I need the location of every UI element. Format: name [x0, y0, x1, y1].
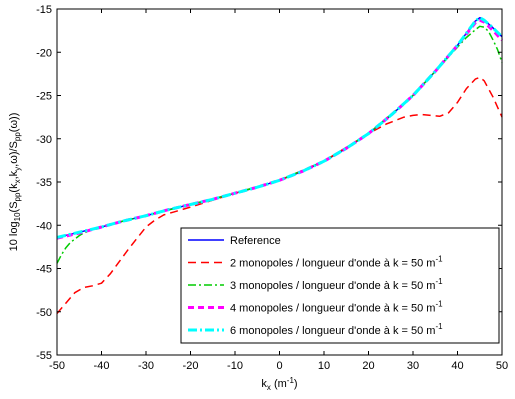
x-tick-label: -20 [183, 360, 199, 372]
y-tick-label: -40 [36, 220, 52, 232]
x-axis-label-part: (m [271, 378, 287, 390]
y-tick-label: -50 [36, 307, 52, 319]
y-tick-label: -55 [36, 350, 52, 362]
y-axis-label-part: 10 log [8, 221, 20, 251]
y-axis-label-part: (S [8, 201, 20, 212]
x-tick-label: 20 [362, 360, 374, 372]
legend-label: Reference [230, 235, 281, 247]
x-tick-label: 30 [407, 360, 419, 372]
x-tick-label: 0 [276, 360, 282, 372]
y-tick-label: -30 [36, 134, 52, 146]
x-tick-label: -10 [227, 360, 243, 372]
legend: Reference 2 monopoles / longueur d'onde à… [181, 228, 499, 343]
x-tick-label: -40 [94, 360, 110, 372]
x-axis-label-part: ) [294, 378, 298, 390]
y-tick-label: -20 [36, 47, 52, 59]
legend-label: 2 monopoles / longueur d'onde à k = 50 m… [230, 255, 443, 270]
y-axis-label-part: ,ω)/S [8, 141, 20, 167]
y-axis-label-part: (ω)) [8, 113, 20, 133]
y-tick-label: -45 [36, 264, 52, 276]
x-tick-label: 50 [496, 360, 508, 372]
y-tick-label: -35 [36, 177, 52, 189]
x-tick-label: 40 [451, 360, 463, 372]
legend-label: 4 monopoles / longueur d'onde à k = 50 m… [230, 300, 443, 315]
legend-label: 6 monopoles / longueur d'onde à k = 50 m… [230, 322, 443, 337]
x-tick-label: 10 [318, 360, 330, 372]
x-tick-label: -30 [138, 360, 154, 372]
y-tick-label: -15 [36, 4, 52, 16]
legend-label: 3 monopoles / longueur d'onde à k = 50 m… [230, 277, 443, 292]
y-tick-label: -25 [36, 91, 52, 103]
